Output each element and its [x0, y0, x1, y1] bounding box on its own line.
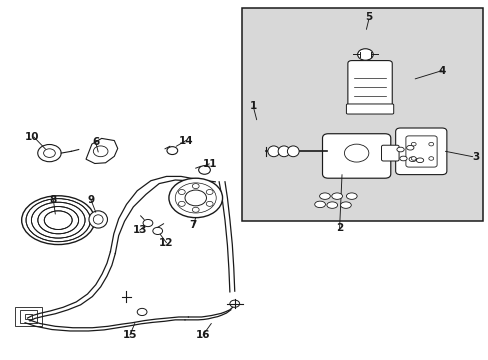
Ellipse shape — [93, 215, 103, 224]
Circle shape — [168, 178, 222, 218]
FancyBboxPatch shape — [395, 128, 446, 175]
Text: 7: 7 — [189, 220, 197, 230]
Ellipse shape — [415, 158, 423, 163]
Ellipse shape — [396, 147, 404, 152]
FancyBboxPatch shape — [347, 60, 391, 109]
Text: 14: 14 — [178, 136, 193, 145]
Circle shape — [38, 144, 61, 162]
Text: 5: 5 — [365, 12, 372, 22]
Ellipse shape — [331, 193, 342, 199]
Ellipse shape — [319, 193, 330, 199]
Circle shape — [137, 309, 147, 316]
Bar — [25, 314, 32, 319]
Circle shape — [357, 49, 372, 60]
Text: 4: 4 — [437, 66, 445, 76]
Circle shape — [206, 189, 213, 194]
Circle shape — [229, 300, 239, 307]
Circle shape — [184, 190, 206, 206]
Text: 8: 8 — [50, 195, 57, 205]
Text: 11: 11 — [203, 159, 217, 169]
FancyBboxPatch shape — [322, 134, 390, 178]
FancyBboxPatch shape — [381, 145, 398, 161]
Text: 16: 16 — [195, 330, 210, 340]
Circle shape — [410, 142, 415, 146]
Text: 1: 1 — [249, 102, 256, 112]
Text: 9: 9 — [87, 195, 94, 205]
Ellipse shape — [287, 146, 299, 157]
Ellipse shape — [314, 201, 325, 208]
Bar — [242, 8, 483, 221]
Circle shape — [428, 142, 433, 146]
Circle shape — [428, 157, 433, 160]
Text: 6: 6 — [92, 138, 99, 147]
Ellipse shape — [326, 202, 337, 208]
FancyBboxPatch shape — [346, 104, 393, 114]
Ellipse shape — [399, 156, 407, 161]
Circle shape — [153, 227, 162, 234]
Text: 2: 2 — [335, 224, 343, 233]
Ellipse shape — [267, 146, 279, 157]
Ellipse shape — [406, 145, 413, 150]
Circle shape — [206, 201, 213, 206]
Circle shape — [143, 220, 153, 226]
Polygon shape — [86, 138, 118, 163]
Circle shape — [198, 166, 210, 174]
Circle shape — [410, 157, 415, 160]
Ellipse shape — [340, 202, 350, 208]
Circle shape — [192, 184, 199, 189]
Text: 12: 12 — [159, 238, 173, 248]
Circle shape — [166, 147, 177, 154]
Ellipse shape — [21, 196, 95, 244]
Circle shape — [192, 207, 199, 212]
Text: 3: 3 — [471, 152, 479, 162]
Circle shape — [178, 201, 185, 206]
Text: 10: 10 — [25, 132, 40, 142]
Circle shape — [178, 189, 185, 194]
Text: 13: 13 — [132, 225, 146, 235]
Text: 15: 15 — [122, 330, 137, 340]
Circle shape — [43, 149, 55, 157]
Ellipse shape — [346, 193, 356, 199]
Bar — [20, 310, 37, 323]
Ellipse shape — [89, 211, 107, 228]
Ellipse shape — [278, 146, 289, 157]
Bar — [15, 307, 42, 326]
Ellipse shape — [408, 157, 415, 162]
